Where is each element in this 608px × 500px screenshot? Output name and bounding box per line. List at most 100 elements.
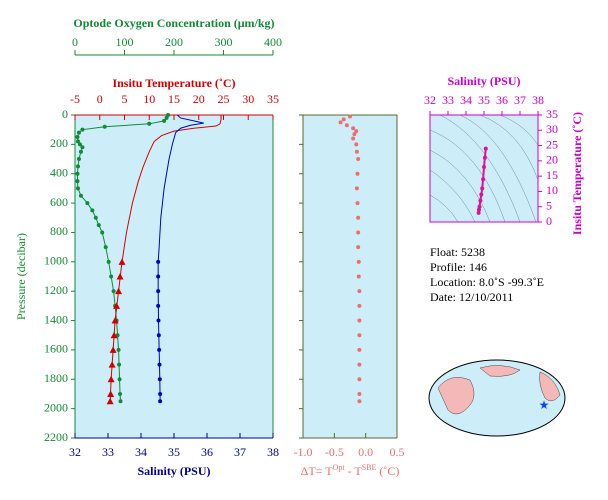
- data-point: [107, 390, 115, 397]
- y-tick-label: 15: [546, 168, 558, 182]
- data-point: [96, 223, 101, 228]
- x-tick-label: 0: [97, 92, 103, 106]
- data-point: [156, 289, 161, 294]
- x-tick-label: 0.0: [358, 445, 373, 459]
- data-point: [117, 362, 122, 367]
- data-point: [354, 149, 359, 154]
- data-point: [157, 362, 162, 367]
- data-point: [156, 333, 161, 338]
- data-point: [78, 149, 83, 154]
- x-axis-title-part: (˚C): [376, 464, 399, 478]
- data-point: [344, 123, 349, 128]
- data-point: [357, 391, 362, 396]
- y-tick-label: 5: [546, 198, 552, 212]
- data-point: [158, 391, 163, 396]
- float-info: Location: 8.0˚S -99.3˚E: [430, 275, 544, 289]
- data-point: [117, 377, 122, 382]
- x-axis-title: Optode Oxygen Concentration (μm/kg): [73, 16, 274, 30]
- y-tick-label: 30: [546, 122, 558, 136]
- data-point: [357, 303, 362, 308]
- data-point: [356, 245, 361, 250]
- float-location-star: ★: [539, 398, 550, 412]
- y-tick-label: 1400: [44, 312, 68, 326]
- data-point: [103, 245, 108, 250]
- x-tick-label: 10: [143, 92, 155, 106]
- data-point: [162, 118, 167, 123]
- y-tick-label: 1000: [44, 254, 68, 268]
- data-point: [111, 317, 119, 324]
- data-point: [156, 303, 161, 308]
- x-tick-label: 15: [168, 92, 180, 106]
- data-point: [116, 273, 124, 280]
- data-point: [75, 179, 80, 184]
- data-point: [157, 347, 162, 352]
- x-axis-title: Salinity (PSU): [137, 464, 210, 478]
- y-tick-label: 400: [50, 165, 68, 179]
- data-point: [80, 145, 85, 150]
- data-point: [113, 302, 121, 309]
- data-point: [115, 333, 120, 338]
- data-point: [356, 274, 361, 279]
- data-point: [481, 177, 486, 182]
- data-point: [80, 127, 85, 132]
- x-tick-label: 38: [267, 445, 279, 459]
- y-tick-label: 35: [546, 107, 558, 121]
- data-point: [90, 208, 95, 213]
- data-point: [75, 171, 80, 176]
- data-point: [76, 130, 81, 135]
- data-point: [75, 139, 80, 144]
- x-axis-title: Insitu Temperature (˚C): [112, 76, 235, 90]
- data-point: [85, 201, 90, 206]
- y-tick-label: 800: [50, 224, 68, 238]
- x-axis-title-part: Opt: [333, 463, 346, 472]
- data-point: [354, 129, 359, 134]
- data-point: [479, 192, 484, 197]
- data-point: [348, 114, 352, 119]
- float-info: Profile: 146: [430, 260, 487, 274]
- data-point: [351, 136, 356, 141]
- data-point: [78, 193, 83, 198]
- y-tick-label: 1800: [44, 371, 68, 385]
- profile-plot-area: [75, 115, 273, 438]
- x-tick-label: 34: [135, 445, 147, 459]
- data-point: [93, 215, 98, 220]
- y-tick-label: 200: [50, 136, 68, 150]
- x-tick-label: 37: [514, 93, 526, 107]
- x-tick-label: 35: [168, 445, 180, 459]
- x-tick-label: 33: [102, 445, 114, 459]
- data-point: [106, 259, 111, 264]
- world-map: ★: [428, 359, 566, 437]
- data-point: [109, 346, 117, 353]
- x-axis-title: ΔT= TOpt - TSBE (˚C): [301, 463, 400, 478]
- y-tick-label: 25: [546, 137, 558, 151]
- data-point: [75, 135, 80, 140]
- data-point: [352, 132, 357, 137]
- data-point: [77, 142, 82, 147]
- data-point: [482, 164, 486, 169]
- y-tick-label: 0: [546, 214, 552, 228]
- x-tick-label: 33: [442, 93, 454, 107]
- data-point: [354, 186, 359, 191]
- data-point: [158, 399, 163, 404]
- x-tick-label: -5: [70, 92, 80, 106]
- delta-plot-area: [303, 115, 397, 438]
- data-point: [156, 318, 161, 323]
- data-point: [107, 375, 115, 383]
- x-axis-title: Salinity (PSU): [447, 74, 520, 88]
- data-point: [477, 204, 482, 209]
- data-point: [357, 347, 362, 352]
- data-point: [354, 142, 359, 147]
- x-tick-label: 25: [218, 92, 230, 106]
- data-point: [356, 157, 361, 162]
- y-tick-label: 1600: [44, 342, 68, 356]
- data-point: [76, 157, 81, 162]
- data-point: [356, 215, 361, 220]
- data-point: [164, 115, 169, 120]
- data-point: [341, 117, 346, 122]
- data-point: [157, 377, 162, 382]
- data-point: [480, 186, 485, 191]
- data-point: [116, 347, 121, 352]
- x-axis-title-part: ΔT= T: [301, 464, 334, 478]
- y-tick-label: 1200: [44, 283, 68, 297]
- data-point: [483, 146, 488, 151]
